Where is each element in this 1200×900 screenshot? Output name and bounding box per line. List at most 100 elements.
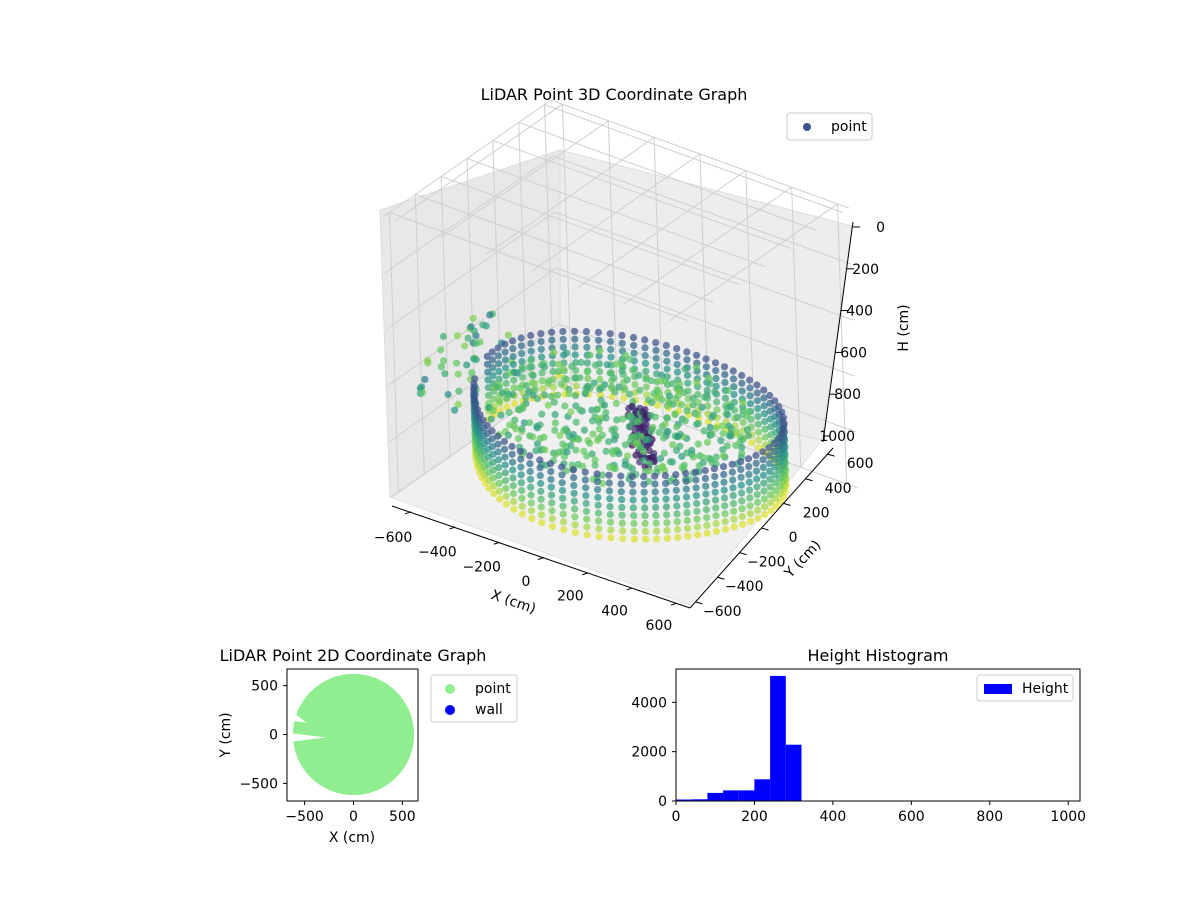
scatter-point-3d (721, 517, 729, 526)
scatter-point-3d (694, 531, 702, 539)
scatter-point-3d (671, 410, 679, 418)
scatter-point-3d (629, 366, 637, 374)
scatter-point-3d (641, 504, 649, 512)
scatter-point-3d (594, 493, 602, 501)
scatter-point-3d (541, 446, 549, 454)
scatter-point-3d (712, 382, 720, 390)
scatter-point-3d (617, 472, 625, 480)
scatter-point-3d (663, 511, 671, 519)
histogram-frame (675, 668, 1081, 802)
scatter-point-3d (583, 531, 591, 539)
scatter-point-3d (527, 483, 535, 491)
scatter-point-3d (744, 408, 752, 416)
scatter-point-3d (494, 440, 502, 448)
scatter-point-3d (746, 502, 754, 510)
scatter-point-3d (488, 435, 496, 443)
scatter-point-3d (745, 470, 753, 478)
scatter-point-3d (729, 367, 737, 375)
grid-line (791, 187, 802, 468)
chart-2d-x-label: X (cm) (329, 830, 375, 846)
scatter-point-3d (641, 417, 649, 425)
scatter-point-3d (509, 489, 518, 498)
scatter-point-3d (510, 422, 518, 430)
scatter-point-3d (673, 510, 681, 518)
histogram-bar (707, 792, 724, 801)
scatter-point-3d (717, 437, 725, 445)
scatter-point-3d (745, 463, 753, 471)
scatter-point-3d (536, 472, 544, 480)
scatter-point-3d (562, 349, 571, 357)
histogram-x-tick-label: 600 (898, 809, 925, 825)
scatter-point-3d (760, 394, 768, 402)
scatter-point-3d (590, 379, 598, 387)
scatter-point-3d (774, 435, 782, 443)
scatter-point-3d (674, 433, 682, 441)
scatter-point-3d (582, 492, 590, 500)
scatter-point-3d (571, 335, 579, 343)
scatter-point-3d (503, 394, 511, 402)
scatter-point-3d (711, 388, 719, 396)
scatter-point-3d (606, 330, 614, 338)
scatter-point-3d (501, 348, 509, 356)
scatter-point-3d (440, 357, 448, 365)
scatter-point-3d (504, 331, 512, 339)
scatter-point-3d (725, 422, 733, 430)
scatter-point-3d (489, 474, 498, 482)
scatter-point-3d (703, 514, 711, 522)
scatter-point-3d (713, 398, 721, 406)
scatter-point-3d (514, 434, 523, 442)
scatter-point-3d (689, 394, 697, 402)
chart-2d-y-tick-label: 0 (269, 728, 278, 744)
scatter-point-3d (746, 376, 754, 384)
scatter-point-3d (729, 375, 738, 383)
scatter-point-3d (694, 411, 702, 419)
scatter-point-3d (538, 511, 546, 519)
scatter-point-3d (743, 426, 752, 434)
scatter-point-3d (547, 475, 555, 483)
scatter-point-3d (555, 360, 563, 368)
scatter-point-3d (572, 418, 580, 426)
scatter-point-3d (694, 440, 702, 448)
y-axis-tick-label: 600 (847, 456, 874, 472)
scatter-point-3d (575, 436, 583, 444)
scatter-point-3d (630, 519, 638, 528)
scatter-point-3d (606, 337, 615, 346)
scatter-point-3d (569, 466, 577, 474)
histogram-bar (785, 744, 802, 801)
scatter-point-3d (620, 394, 628, 402)
scatter-point-3d (591, 456, 599, 464)
scatter-point-3d (518, 350, 526, 358)
scatter-point-3d (665, 392, 674, 400)
scatter-point-3d (640, 480, 648, 488)
scatter-point-3d (509, 345, 517, 353)
chart-2d-y-label: Y (cm) (218, 712, 234, 758)
scatter-point-3d (618, 511, 626, 519)
scatter-point-3d (607, 526, 615, 534)
scatter-point-3d (693, 378, 701, 386)
scatter-point-3d (705, 374, 713, 382)
scatter-point-3d (772, 502, 780, 510)
scatter-point-3d (551, 426, 559, 434)
scatter-point-3d (739, 436, 747, 444)
scatter-point-3d (621, 385, 629, 393)
scatter-point-3d (635, 371, 643, 379)
scatter-point-3d (656, 455, 665, 463)
y-axis-tick-label: −600 (703, 604, 741, 620)
histogram-bar (691, 799, 708, 801)
scatter-point-3d (531, 386, 539, 394)
h-axis-tick-label: 0 (876, 220, 885, 236)
scatter-point-3d (655, 428, 663, 436)
y-axis-tick-label: 200 (803, 505, 830, 521)
scatter-point-3d (516, 447, 525, 455)
scatter-point-3d (490, 490, 498, 498)
y-axis-tick (695, 601, 703, 605)
scatter-point-3d (766, 391, 774, 400)
scatter-point-3d (630, 349, 638, 357)
histogram-bar (738, 790, 755, 801)
scatter-point-3d (455, 387, 463, 395)
scatter-point-3d (641, 359, 650, 367)
scatter-point-3d (746, 392, 754, 400)
chart-2d: LiDAR Point 2D Coordinate Graph −500−500… (218, 646, 518, 846)
scatter-point-3d (721, 525, 730, 533)
scatter-point-3d (602, 414, 610, 422)
